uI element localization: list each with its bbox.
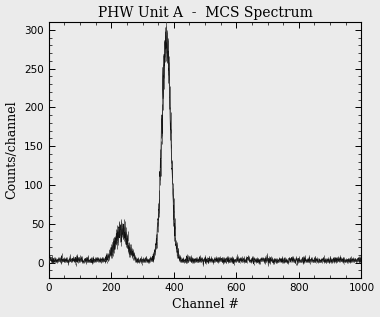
Y-axis label: Counts/channel: Counts/channel [6,101,19,199]
Title: PHW Unit A  -  MCS Spectrum: PHW Unit A - MCS Spectrum [98,6,312,20]
X-axis label: Channel #: Channel # [171,298,239,311]
